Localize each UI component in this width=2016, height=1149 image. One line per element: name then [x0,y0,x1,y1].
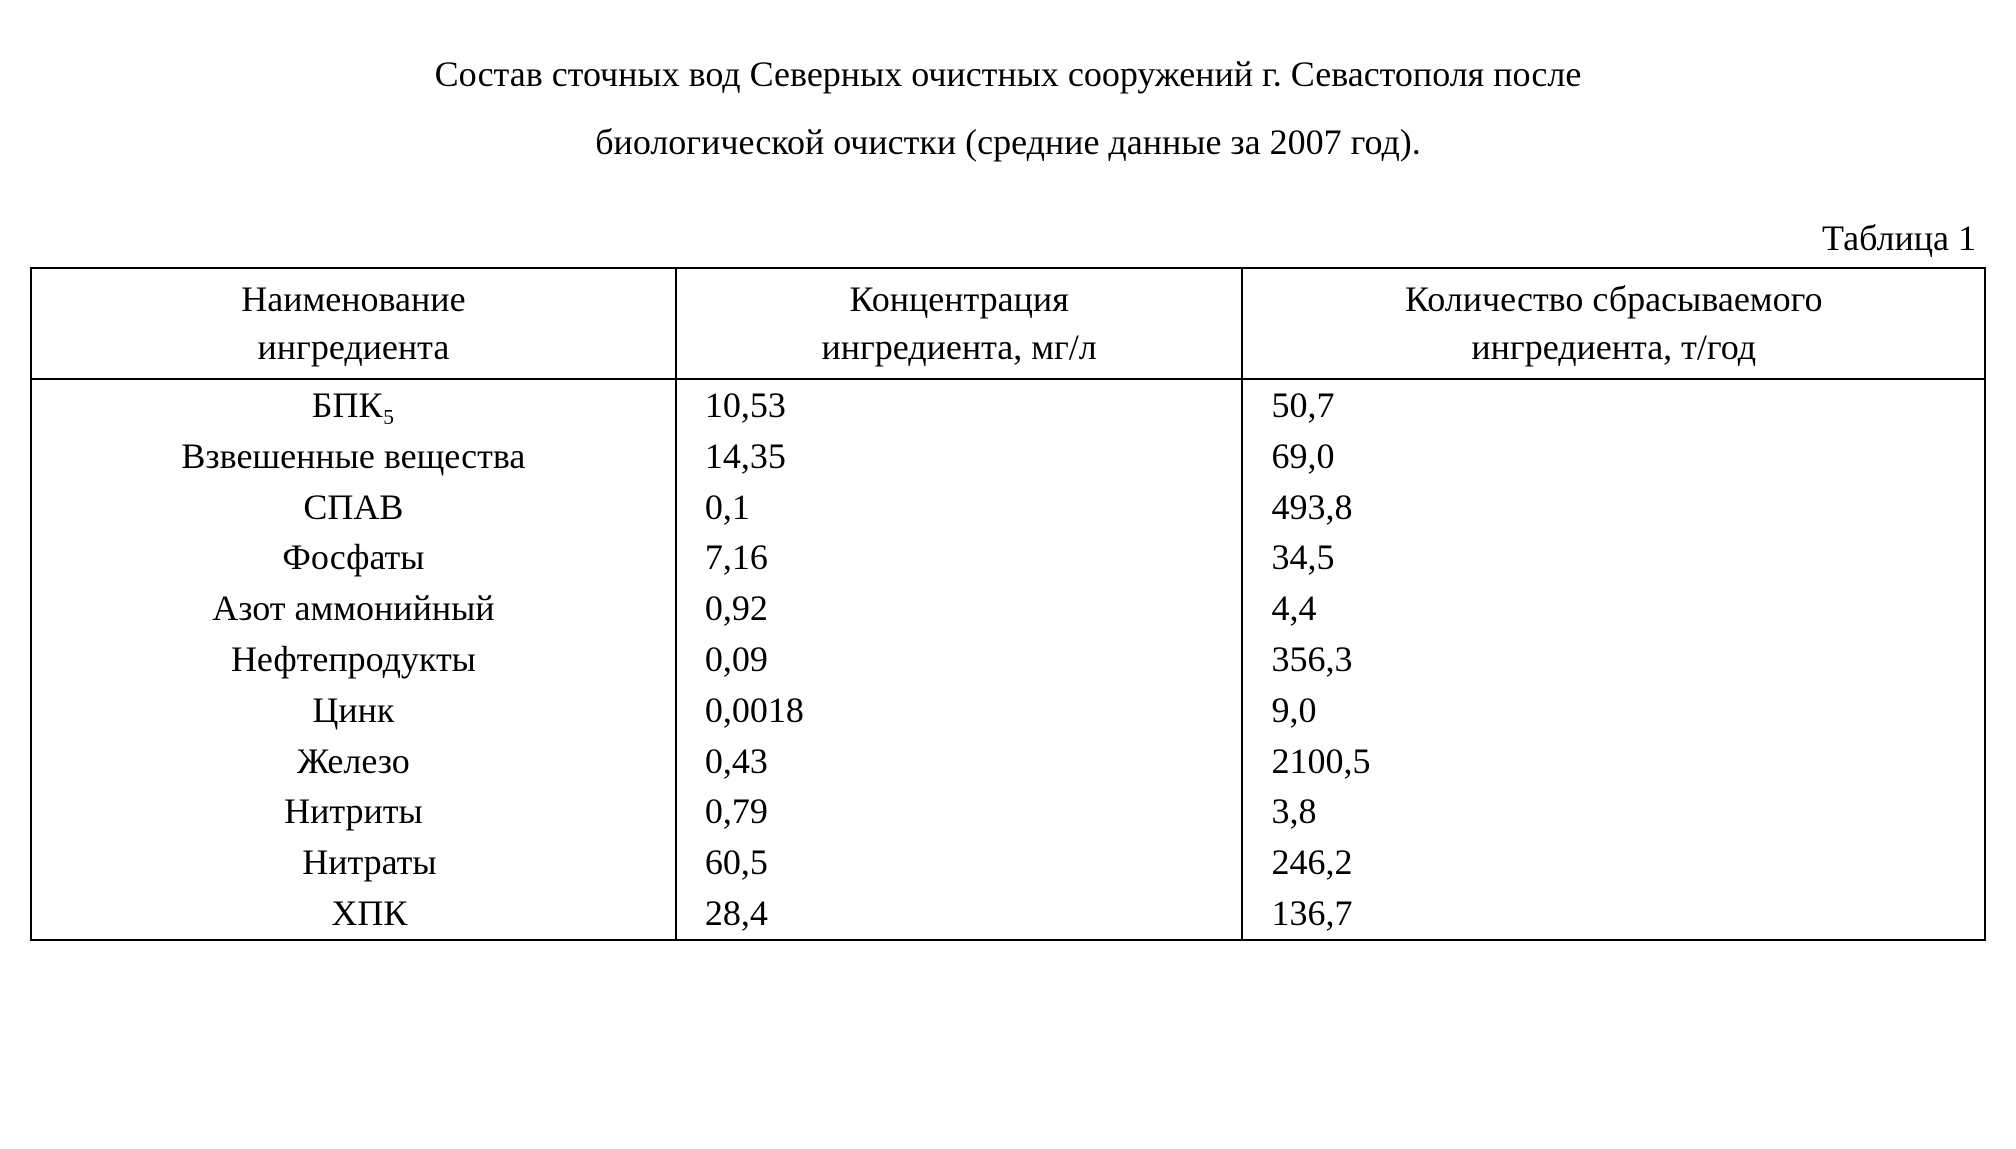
table-row: Нитраты60,5246,2 [31,837,1985,888]
col-header-concentration: Концентрация ингредиента, мг/л [676,268,1243,379]
table-row: Нефтепродукты0,09356,3 [31,634,1985,685]
cell-concentration: 0,09 [676,634,1243,685]
cell-concentration: 60,5 [676,837,1243,888]
table-row: Фосфаты7,1634,5 [31,532,1985,583]
table-body: БПК₅10,5350,7Взвешенные вещества14,3569,… [31,379,1985,940]
cell-concentration: 28,4 [676,888,1243,940]
table-row: ХПК28,4136,7 [31,888,1985,940]
table-row: Взвешенные вещества14,3569,0 [31,431,1985,482]
cell-ingredient-name: Азот аммонийный [31,583,676,634]
cell-concentration: 0,92 [676,583,1243,634]
title-line-1: Состав сточных вод Северных очистных соо… [110,40,1906,108]
composition-table: Наименование ингредиента Концентрация ин… [30,267,1986,941]
cell-quantity: 3,8 [1242,786,1985,837]
cell-concentration: 0,1 [676,482,1243,533]
header-text: ингредиента, т/год [1471,327,1756,367]
cell-ingredient-name: Нефтепродукты [31,634,676,685]
cell-quantity: 493,8 [1242,482,1985,533]
table-row: СПАВ0,1493,8 [31,482,1985,533]
cell-quantity: 2100,5 [1242,736,1985,787]
table-header-row: Наименование ингредиента Концентрация ин… [31,268,1985,379]
cell-concentration: 0,79 [676,786,1243,837]
cell-concentration: 0,43 [676,736,1243,787]
cell-quantity: 50,7 [1242,379,1985,431]
cell-quantity: 4,4 [1242,583,1985,634]
document-root: Состав сточных вод Северных очистных соо… [30,40,1986,941]
cell-quantity: 246,2 [1242,837,1985,888]
cell-ingredient-name: СПАВ [31,482,676,533]
table-row: Нитриты0,793,8 [31,786,1985,837]
table-row: Цинк0,00189,0 [31,685,1985,736]
cell-ingredient-name: БПК₅ [31,379,676,431]
cell-ingredient-name: ХПК [31,888,676,940]
table-row: Азот аммонийный0,924,4 [31,583,1985,634]
header-text: ингредиента [258,327,450,367]
cell-ingredient-name: Нитраты [31,837,676,888]
cell-ingredient-name: Фосфаты [31,532,676,583]
cell-quantity: 356,3 [1242,634,1985,685]
header-text: Наименование [241,279,465,319]
table-row: Железо0,432100,5 [31,736,1985,787]
cell-ingredient-name: Железо [31,736,676,787]
cell-concentration: 7,16 [676,532,1243,583]
cell-quantity: 136,7 [1242,888,1985,940]
table-caption: Таблица 1 [30,217,1986,259]
cell-quantity: 69,0 [1242,431,1985,482]
col-header-name: Наименование ингредиента [31,268,676,379]
header-text: Концентрация [850,279,1069,319]
title-line-2: биологической очистки (средние данные за… [110,108,1906,176]
cell-concentration: 10,53 [676,379,1243,431]
table-header: Наименование ингредиента Концентрация ин… [31,268,1985,379]
cell-quantity: 34,5 [1242,532,1985,583]
table-row: БПК₅10,5350,7 [31,379,1985,431]
cell-quantity: 9,0 [1242,685,1985,736]
header-text: Количество сбрасываемого [1405,279,1822,319]
cell-ingredient-name: Цинк [31,685,676,736]
header-text: ингредиента, мг/л [821,327,1096,367]
cell-ingredient-name: Нитриты [31,786,676,837]
cell-concentration: 0,0018 [676,685,1243,736]
cell-concentration: 14,35 [676,431,1243,482]
cell-ingredient-name: Взвешенные вещества [31,431,676,482]
document-title: Состав сточных вод Северных очистных соо… [30,40,1986,177]
col-header-quantity: Количество сбрасываемого ингредиента, т/… [1242,268,1985,379]
